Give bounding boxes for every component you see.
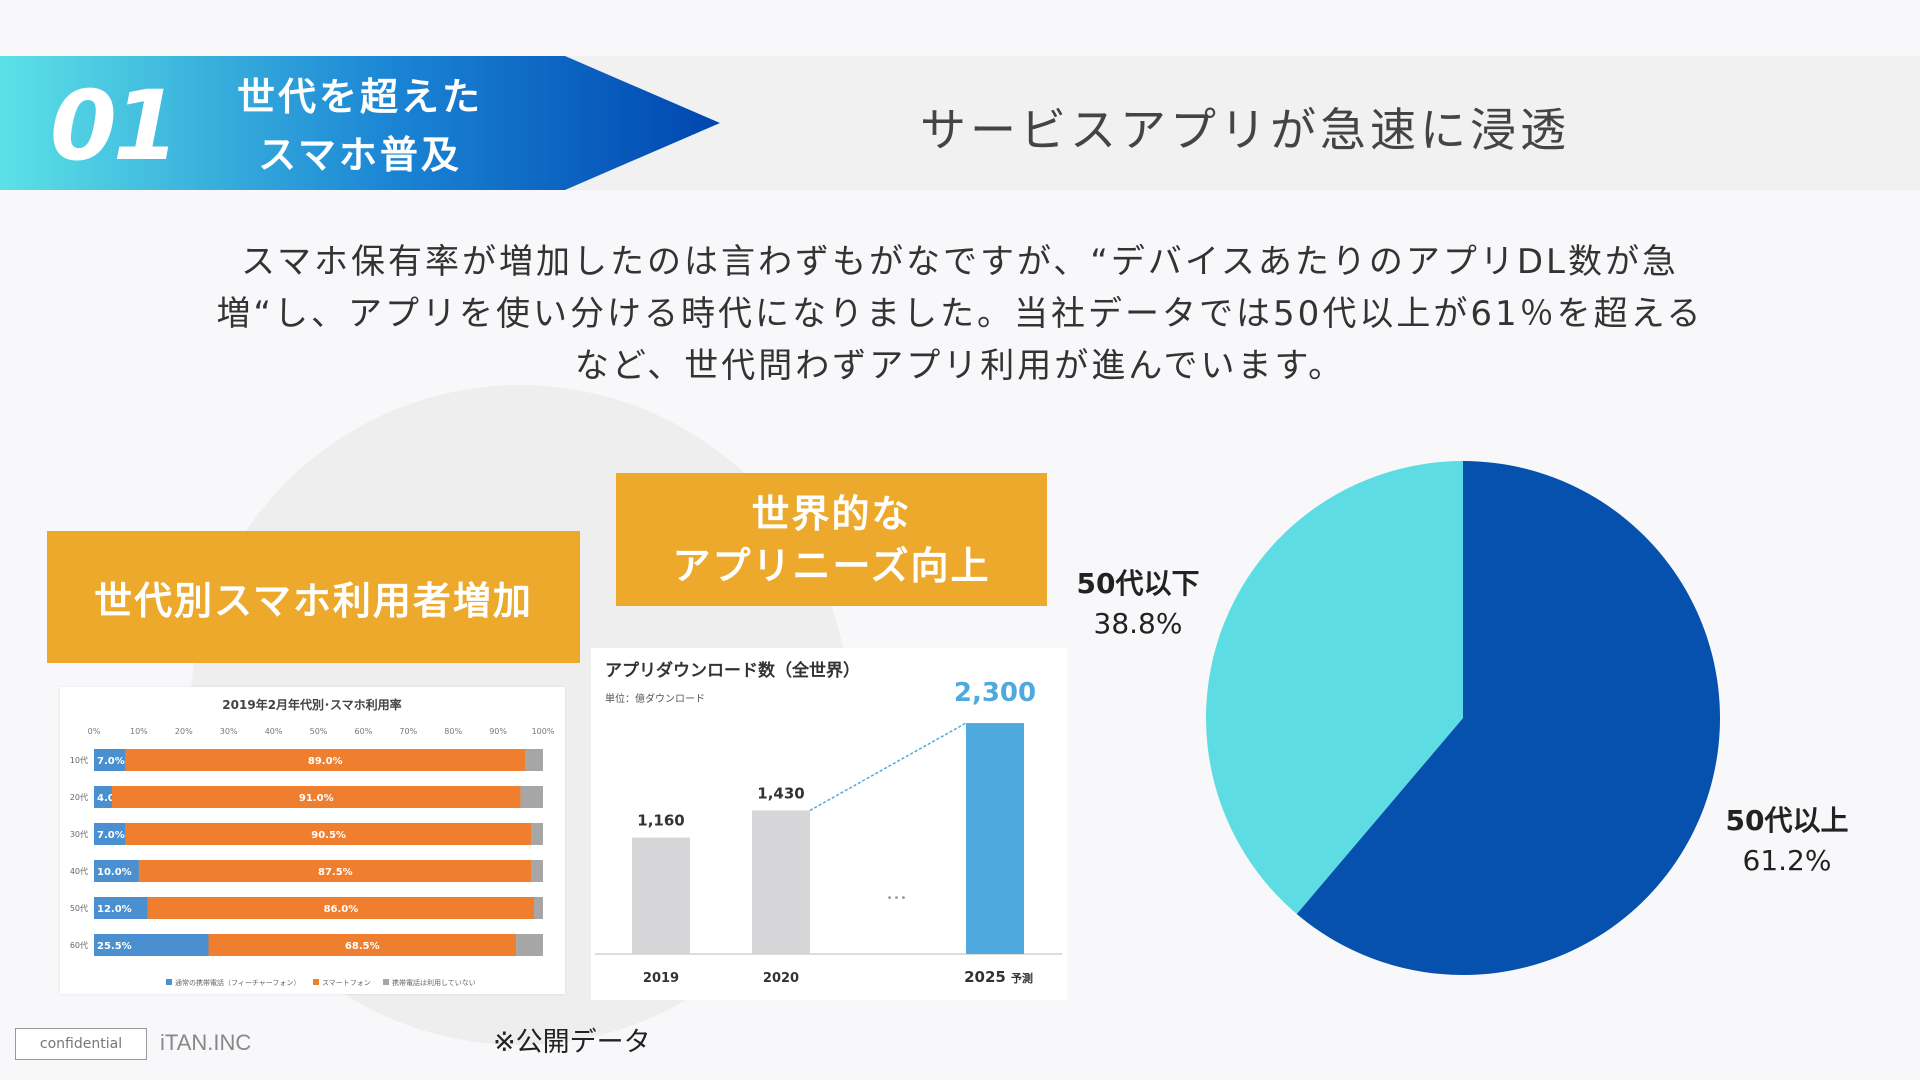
section-title: 世代を超えた スマホ普及: [205, 68, 515, 184]
chart1-data-label: 7.0%: [97, 830, 125, 841]
chart2-category-label: 2025: [964, 968, 1006, 986]
confidential-badge: confidential: [15, 1028, 147, 1060]
generation-label: 世代別スマホ利用者増加: [47, 531, 580, 663]
generation-usage-chart-panel: 2019年2月年代別･スマホ利用率 0% 10% 20% 30% 40% 50% 60% 70%…: [60, 687, 565, 994]
pie-slice: [1296, 461, 1720, 975]
chart1-data-label: 25.5%: [97, 941, 132, 952]
chart1-bar-segment: [94, 749, 126, 771]
chart1-category-label: 60代: [70, 940, 88, 950]
chart1-data-label: 86.0%: [324, 904, 359, 915]
chart1-data-label: 68.5%: [345, 941, 380, 952]
chart1-xtick-label: 20%: [175, 727, 193, 736]
chart1-xtick-label: 100%: [532, 727, 555, 736]
chart1-data-label: 90.5%: [311, 830, 346, 841]
chart1-bar-segment: [531, 860, 543, 882]
chart1-bar-segment: [208, 934, 517, 956]
age-share-pie-panel: 50代以上 61.2% 50代以下 38.8%: [1077, 445, 1870, 1000]
chart2-value-label: 1,430: [757, 784, 804, 802]
chart2-bar: [632, 837, 690, 954]
chart1-legend-swatch: [313, 979, 319, 985]
chart1-bar-segment: [94, 934, 209, 956]
chart1-bar-segment: [125, 823, 532, 845]
section-title-line1: 世代を超えた: [236, 75, 483, 119]
chart2-category-label: 2019: [643, 971, 679, 986]
page-title: サービスアプリが急速に浸透: [920, 103, 1570, 157]
header-arrow-banner: [0, 56, 720, 190]
chart2-subtitle: 単位：億ダウンロード: [605, 692, 705, 705]
chart1-bar-segment: [94, 786, 112, 808]
chart1-bar-segment: [147, 897, 535, 919]
chart1-xtick-label: 0%: [88, 727, 101, 736]
generation-usage-chart: 2019年2月年代別･スマホ利用率 0% 10% 20% 30% 40% 50% 60% 70%…: [70, 697, 555, 987]
chart1-bar-segment: [125, 749, 526, 771]
source-note: ※公開データ: [493, 1027, 651, 1058]
chart1-xtick-label: 60%: [355, 727, 373, 736]
chart2-category-suffix: 予測: [1011, 971, 1033, 985]
pie-slice: [1206, 461, 1463, 914]
chart1-data-label: 89.0%: [308, 756, 343, 767]
chart1-xtick-label: 80%: [444, 727, 462, 736]
chart1-title: 2019年2月年代別･スマホ利用率: [222, 697, 401, 712]
chart1-data-label: 4.0%: [97, 793, 125, 804]
intro-line3: など、世代問わずアプリ利用が進んでいます。: [574, 346, 1346, 386]
chart1-data-label: 12.0%: [97, 904, 132, 915]
age-share-pie-chart: 50代以上 61.2% 50代以下 38.8%: [1077, 461, 1849, 975]
chart2-value-label: 1,160: [637, 812, 684, 830]
chart1-category-label: 30代: [70, 829, 88, 839]
chart1-bar-segment: [138, 860, 532, 882]
intro-line2: 増“し、アプリを使い分ける時代になりました。当社データでは50代以上が61％を超…: [216, 294, 1704, 334]
chart1-xtick-label: 30%: [220, 727, 238, 736]
chart1-xtick-label: 40%: [265, 727, 283, 736]
pie-slice-label: 50代以上: [1726, 804, 1849, 837]
chart1-legend-label: 通常の携帯電話（フィーチャーフォン）: [175, 978, 300, 987]
chart2-title: アプリダウンロード数（全世界）: [605, 660, 860, 681]
chart1-xtick-label: 70%: [399, 727, 417, 736]
chart1-bar-segment: [94, 860, 139, 882]
chart1-legend-label: 携帯電話は利用していない: [392, 978, 476, 987]
chart1-data-label: 91.0%: [299, 793, 334, 804]
app-need-label-line2: アプリニーズ向上: [672, 543, 991, 588]
company-name: iTAN.INC: [160, 1030, 252, 1055]
download-chart: アプリダウンロード数（全世界） 単位：億ダウンロード 1,160 2019 1,430 2…: [595, 660, 1062, 986]
chart1-xtick-label: 50%: [310, 727, 328, 736]
chart1-bar-segment: [94, 897, 148, 919]
chart1-category-label: 50代: [70, 903, 88, 913]
download-chart-panel: アプリダウンロード数（全世界） 単位：億ダウンロード 1,160 2019 1,430 2…: [591, 648, 1067, 1000]
intro-paragraph: スマホ保有率が増加したのは言わずもがなですが、“デバイスあたりのアプリDL数が急…: [120, 236, 1800, 392]
chart2-gap-marker: •••: [887, 893, 908, 904]
pie-slice-label: 50代以下: [1077, 567, 1200, 600]
chart1-bar-segment: [534, 897, 543, 919]
chart1-bar-segment: [516, 934, 543, 956]
app-need-label: 世界的な アプリニーズ向上: [616, 473, 1047, 606]
chart1-category-label: 20代: [70, 792, 88, 802]
chart2-trend-line: [809, 722, 967, 812]
app-need-label-line1: 世界的な: [751, 491, 912, 536]
chart2-bar: [752, 810, 810, 954]
chart1-data-label: 7.0%: [97, 756, 125, 767]
chart1-legend-swatch: [166, 979, 172, 985]
chart1-category-label: 40代: [70, 866, 88, 876]
section-number: 01: [50, 70, 180, 182]
pie-slice-value: 38.8%: [1094, 607, 1183, 640]
chart1-legend-label: スマートフォン: [322, 979, 371, 987]
chart1-bar-segment: [520, 786, 543, 808]
chart2-value-label: 2,300: [954, 678, 1036, 708]
chart1-bar-segment: [531, 823, 543, 845]
chart1-legend-swatch: [383, 979, 389, 985]
chart2-category-label: 2020: [763, 971, 799, 986]
intro-line1: スマホ保有率が増加したのは言わずもがなですが、“デバイスあたりのアプリDL数が急: [240, 242, 1679, 282]
chart1-category-label: 10代: [70, 755, 88, 765]
section-title-line2: スマホ普及: [258, 133, 462, 177]
chart1-bar-segment: [525, 749, 543, 771]
pie-slice-value: 61.2%: [1743, 844, 1832, 877]
chart1-data-label: 87.5%: [318, 867, 353, 878]
chart1-xtick-label: 10%: [130, 727, 148, 736]
chart1-bar-segment: [111, 786, 521, 808]
chart1-data-label: 10.0%: [97, 867, 132, 878]
chart2-bar: [966, 723, 1024, 954]
chart1-bar-segment: [94, 823, 126, 845]
chart1-xtick-label: 90%: [489, 727, 507, 736]
